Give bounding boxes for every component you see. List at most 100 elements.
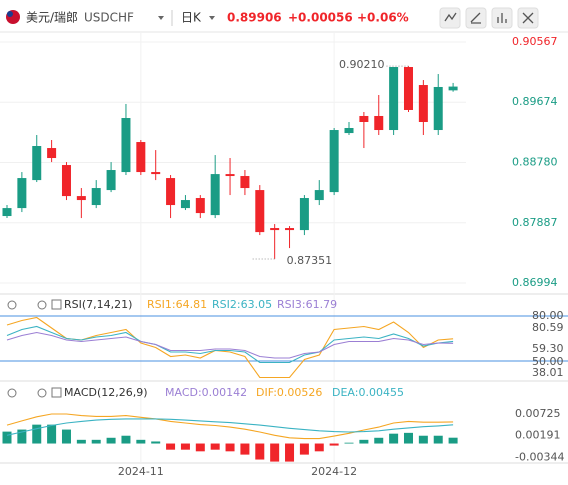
candle-body	[433, 86, 443, 131]
scale-label: 38.01	[532, 366, 564, 379]
macd-bar	[166, 443, 176, 450]
candle-body	[32, 146, 42, 181]
macd-bar	[403, 432, 413, 444]
symbol[interactable]: USDCHF	[84, 11, 134, 25]
macd-bar	[418, 435, 428, 444]
candle-body	[389, 67, 399, 131]
macd-bar	[433, 435, 443, 444]
macd-bar	[210, 443, 220, 450]
macd-bar	[106, 437, 116, 444]
price-change-pct: +0.06%	[357, 11, 409, 25]
indicator-title: RSI(7,14,21)	[64, 298, 132, 311]
y-tick-label: 80.00	[532, 309, 564, 322]
dropdown-arrow[interactable]	[209, 16, 215, 20]
candle-body	[136, 142, 146, 173]
settings-icon[interactable]	[37, 388, 47, 398]
y-tick-label: 0.86994	[512, 276, 558, 289]
price-change: +0.00056	[288, 11, 353, 25]
legend-entry: MACD:0.00142	[165, 386, 247, 399]
tool-icon	[497, 13, 507, 23]
legend-entry: RSI1:64.81	[147, 298, 207, 311]
candle-body	[359, 115, 369, 122]
candle-body	[2, 208, 12, 217]
candle-body	[166, 178, 176, 206]
y-tick-label: 0.00191	[515, 429, 561, 442]
visibility-icon[interactable]	[7, 388, 17, 398]
y-tick-label: 0.90567	[512, 35, 558, 48]
indicator-title: MACD(12,26,9)	[64, 386, 148, 399]
candle-body	[91, 188, 101, 206]
macd-bar	[76, 439, 86, 444]
expand-icon[interactable]	[51, 299, 62, 310]
visibility-icon[interactable]	[7, 300, 17, 310]
x-tick-label: 2024-12	[311, 465, 357, 478]
macd-bar	[2, 431, 12, 444]
macd-bar	[225, 443, 235, 452]
macd-bar	[314, 443, 324, 452]
y-tick-label: 0.00725	[515, 407, 561, 420]
candle-body	[180, 200, 190, 209]
macd-bar	[47, 424, 57, 444]
y-tick-label: 0.88780	[512, 156, 558, 169]
macd-bar	[359, 439, 369, 444]
candle-body	[225, 174, 235, 177]
candle-body	[270, 228, 280, 231]
macd-bar	[270, 443, 280, 462]
macd-bar	[91, 439, 101, 444]
candle-body	[195, 198, 205, 214]
macd-bar	[17, 429, 27, 444]
macd-bar	[151, 441, 161, 444]
y-tick-label: 50.00	[532, 355, 564, 368]
macd-bar	[255, 443, 265, 460]
instrument-name: 美元/瑞郎	[26, 11, 78, 25]
series-line	[6, 316, 454, 379]
macd-bar	[448, 437, 458, 444]
macd-bar	[121, 435, 131, 444]
candle-body	[106, 170, 116, 191]
period[interactable]: 日K	[181, 11, 202, 25]
candle-body	[314, 190, 324, 201]
macd-bar	[389, 433, 399, 444]
last-price: 0.89906	[227, 11, 282, 25]
series-line	[6, 413, 454, 440]
y-tick-label: 0.89674	[512, 95, 558, 108]
candle-body	[344, 127, 354, 134]
annotation: 0.87351	[287, 254, 333, 267]
candle-body	[403, 67, 413, 110]
tool-icon	[522, 12, 534, 24]
tool-icon	[444, 12, 457, 22]
tool-button[interactable]	[465, 7, 487, 29]
candle-body	[240, 176, 250, 189]
annotation: 0.90210	[339, 58, 385, 71]
candle-body	[76, 196, 86, 201]
candle-body	[374, 115, 384, 131]
series-line	[6, 331, 454, 359]
candle-body	[210, 174, 220, 216]
candle-body	[255, 190, 265, 233]
candle-body	[121, 118, 131, 173]
candle-body	[329, 130, 339, 193]
candle-body	[418, 85, 428, 122]
expand-icon[interactable]	[51, 387, 62, 398]
settings-icon[interactable]	[37, 300, 47, 310]
macd-bar	[374, 437, 384, 444]
macd-bar	[344, 442, 354, 444]
y-tick-label: -0.00344	[515, 451, 564, 464]
macd-bar	[136, 439, 146, 444]
flag-icon-part	[7, 11, 13, 17]
tool-icon	[470, 12, 481, 24]
candle-body	[285, 228, 295, 231]
dropdown-arrow[interactable]	[158, 16, 164, 20]
tool-button[interactable]	[439, 7, 461, 29]
candle-body	[448, 86, 458, 91]
y-tick-label: 0.87887	[512, 216, 558, 229]
legend-entry: RSI2:63.05	[212, 298, 272, 311]
macd-bar	[285, 443, 295, 462]
candle-body	[299, 198, 309, 231]
macd-bar	[240, 443, 250, 455]
candle-body	[151, 172, 161, 175]
legend-entry: DIF:0.00526	[256, 386, 322, 399]
macd-bar	[180, 443, 190, 450]
scale-label: 80.59	[532, 321, 564, 334]
